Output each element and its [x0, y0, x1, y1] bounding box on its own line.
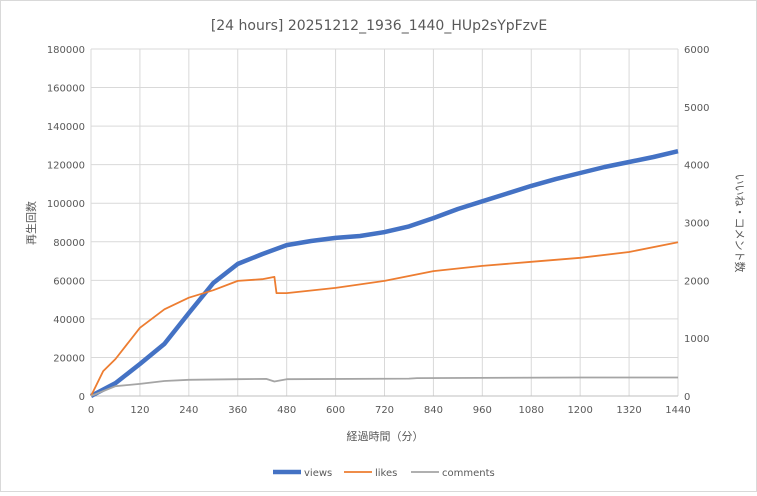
y-tick-label: 80000 [53, 238, 85, 249]
y2-tick-label: 1000 [684, 334, 709, 345]
chart-title: [24 hours] 20251212_1936_1440_HUp2sYpFzv… [211, 18, 547, 34]
y-tick-label: 160000 [47, 84, 85, 95]
x-tick-label: 840 [424, 405, 443, 416]
y-tick-label: 40000 [53, 315, 85, 326]
y-tick-label: 140000 [47, 122, 85, 133]
x-tick-label: 360 [228, 405, 247, 416]
y-tick-label: 180000 [47, 45, 85, 56]
x-tick-label: 1200 [567, 405, 592, 416]
y2-tick-label: 3000 [684, 219, 709, 230]
series-likes-line [90, 241, 679, 397]
x-tick-label: 1080 [519, 405, 544, 416]
x-tick-label: 960 [473, 405, 492, 416]
x-tick-label: 240 [179, 405, 198, 416]
y2-tick-label: 5000 [684, 103, 709, 114]
y2-axis-label: いいね・コメント数 [733, 174, 746, 273]
y2-tick-label: 6000 [684, 45, 709, 56]
x-axis-label: 経過時間（分） [347, 430, 424, 443]
series-views-line [89, 149, 679, 398]
y2-tick-label: 2000 [684, 276, 709, 287]
legend-views-label: views [304, 468, 332, 479]
legend-comments-label: comments [442, 468, 495, 479]
legend-likes-label: likes [375, 468, 397, 479]
y-tick-label: 120000 [47, 161, 85, 172]
x-tick-label: 1320 [616, 405, 641, 416]
x-tick-label: 480 [277, 405, 296, 416]
x-tick-label: 600 [326, 405, 345, 416]
y-tick-label: 0 [79, 392, 85, 403]
x-tick-label: 120 [130, 405, 149, 416]
y-tick-label: 100000 [47, 199, 85, 210]
y2-tick-label: 0 [684, 392, 690, 403]
x-tick-label: 0 [88, 405, 94, 416]
y-axis-label: 再生回数 [24, 201, 38, 245]
y2-tick-label: 4000 [684, 161, 709, 172]
series-comments-line [90, 376, 678, 397]
y-tick-label: 20000 [53, 353, 85, 364]
x-tick-label: 1440 [665, 405, 690, 416]
x-tick-label: 720 [375, 405, 394, 416]
y-tick-label: 60000 [53, 276, 85, 287]
